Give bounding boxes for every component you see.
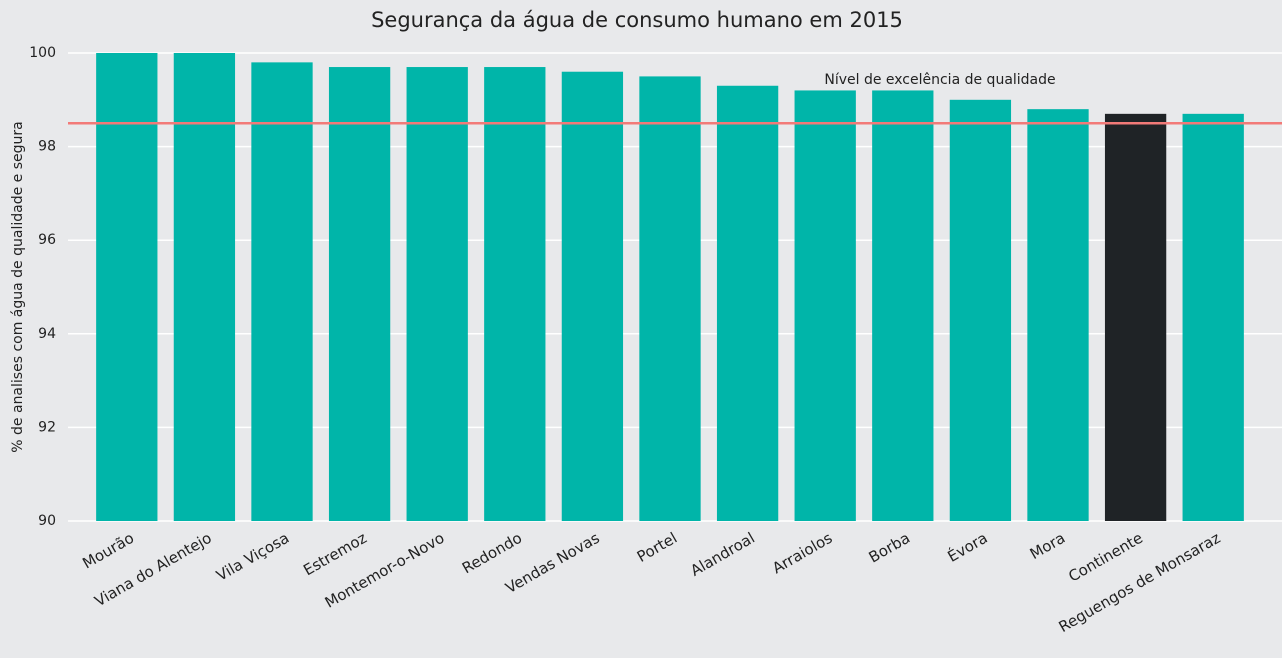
reference-label: Nível de excelência de qualidade (824, 72, 1055, 88)
y-axis-label: % de analises com água de qualidade e se… (10, 121, 26, 452)
y-tick-label: 98 (38, 139, 56, 155)
y-tick-label: 94 (38, 326, 56, 342)
y-tick-label: 92 (38, 419, 56, 435)
bar (328, 67, 391, 521)
bar (96, 53, 158, 521)
bar (561, 71, 624, 521)
y-tick-label: 96 (38, 232, 56, 248)
bar (794, 90, 856, 521)
bar (716, 85, 779, 521)
bar (1104, 113, 1167, 521)
bar (173, 53, 236, 521)
bar (949, 99, 1012, 522)
y-tick-label: 90 (38, 513, 56, 529)
bar (1027, 109, 1089, 521)
bar (406, 67, 468, 521)
chart-title: Segurança da água de consumo humano em 2… (371, 8, 903, 32)
bar (639, 76, 701, 522)
bar (251, 62, 313, 522)
bar (484, 67, 546, 521)
bar (1182, 113, 1244, 521)
bar (872, 90, 934, 521)
y-tick-label: 100 (29, 45, 56, 61)
